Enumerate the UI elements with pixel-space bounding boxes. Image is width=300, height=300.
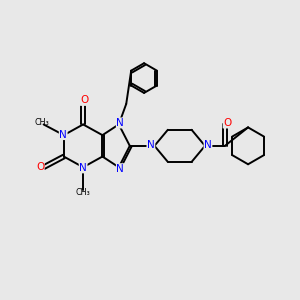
Text: N: N: [116, 118, 124, 128]
Text: CH₃: CH₃: [35, 118, 50, 127]
Text: N: N: [59, 130, 67, 140]
Text: O: O: [223, 118, 231, 128]
Text: N: N: [147, 140, 155, 150]
Text: O: O: [80, 95, 89, 105]
Text: N: N: [79, 163, 87, 173]
Text: N: N: [204, 140, 212, 150]
Text: CH₃: CH₃: [76, 188, 91, 197]
Text: O: O: [36, 162, 44, 172]
Text: N: N: [116, 164, 124, 174]
